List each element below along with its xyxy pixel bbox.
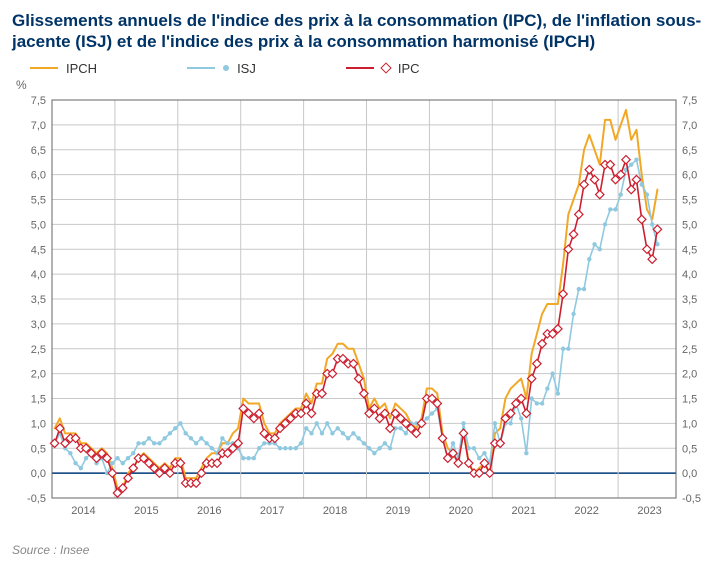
svg-text:5,0: 5,0 xyxy=(682,219,697,231)
legend-label-ipc: IPC xyxy=(398,61,420,76)
legend-swatch-ipch xyxy=(30,67,58,69)
svg-text:2017: 2017 xyxy=(260,505,284,517)
legend-item-ipc: IPC xyxy=(346,61,420,76)
svg-text:3,5: 3,5 xyxy=(682,294,697,306)
y-axis-unit: % xyxy=(16,78,716,92)
svg-text:7,0: 7,0 xyxy=(682,119,697,131)
svg-text:7,5: 7,5 xyxy=(682,95,697,107)
chart-area: -0,5 -0,5 0,0 0,0 0,5 0,5 1,0 1,0 1,5 1,5 2,0 2,0 2,… xyxy=(12,92,716,537)
legend-label-ipch: IPCH xyxy=(66,61,97,76)
svg-text:0,0: 0,0 xyxy=(682,468,697,480)
svg-text:2020: 2020 xyxy=(449,505,473,517)
legend-item-ipch: IPCH xyxy=(30,61,97,76)
legend-marker-ipc xyxy=(380,62,391,73)
svg-text:3,0: 3,0 xyxy=(682,318,697,330)
svg-text:3,5: 3,5 xyxy=(31,294,46,306)
legend-label-isj: ISJ xyxy=(237,61,256,76)
svg-text:2,5: 2,5 xyxy=(682,343,697,355)
svg-text:5,5: 5,5 xyxy=(682,194,697,206)
svg-text:0,5: 0,5 xyxy=(31,443,46,455)
legend-marker-isj xyxy=(223,65,229,71)
legend-swatch-isj xyxy=(187,67,215,69)
svg-text:-0,5: -0,5 xyxy=(682,493,701,505)
svg-text:6,5: 6,5 xyxy=(682,144,697,156)
chart-title: Glissements annuels de l'indice des prix… xyxy=(12,10,716,53)
svg-text:6,0: 6,0 xyxy=(31,169,46,181)
svg-text:2015: 2015 xyxy=(134,505,158,517)
svg-text:1,5: 1,5 xyxy=(682,393,697,405)
svg-text:0,5: 0,5 xyxy=(682,443,697,455)
svg-text:5,0: 5,0 xyxy=(31,219,46,231)
svg-text:2021: 2021 xyxy=(512,505,536,517)
svg-text:2016: 2016 xyxy=(197,505,221,517)
svg-text:4,0: 4,0 xyxy=(682,269,697,281)
svg-text:0,0: 0,0 xyxy=(31,468,46,480)
svg-text:2019: 2019 xyxy=(386,505,410,517)
svg-text:2022: 2022 xyxy=(574,505,598,517)
svg-text:4,5: 4,5 xyxy=(31,244,46,256)
source-label: Source : Insee xyxy=(12,543,716,557)
chart-svg: -0,5 -0,5 0,0 0,0 0,5 0,5 1,0 1,0 1,5 1,5 2,0 2,0 2,… xyxy=(12,92,716,532)
svg-text:2,5: 2,5 xyxy=(31,343,46,355)
svg-text:4,5: 4,5 xyxy=(682,244,697,256)
legend-item-isj: ISJ xyxy=(187,61,256,76)
svg-text:1,0: 1,0 xyxy=(682,418,697,430)
svg-text:2,0: 2,0 xyxy=(682,368,697,380)
svg-text:4,0: 4,0 xyxy=(31,269,46,281)
svg-text:1,5: 1,5 xyxy=(31,393,46,405)
svg-text:2023: 2023 xyxy=(637,505,661,517)
svg-text:5,5: 5,5 xyxy=(31,194,46,206)
svg-text:2018: 2018 xyxy=(323,505,347,517)
svg-text:7,0: 7,0 xyxy=(31,119,46,131)
svg-text:3,0: 3,0 xyxy=(31,318,46,330)
legend-swatch-ipc xyxy=(346,67,374,69)
svg-text:-0,5: -0,5 xyxy=(27,493,46,505)
svg-text:7,5: 7,5 xyxy=(31,95,46,107)
svg-text:2,0: 2,0 xyxy=(31,368,46,380)
legend: IPCH ISJ IPC xyxy=(30,61,716,76)
svg-text:1,0: 1,0 xyxy=(31,418,46,430)
svg-text:2014: 2014 xyxy=(71,505,95,517)
svg-text:6,0: 6,0 xyxy=(682,169,697,181)
svg-text:6,5: 6,5 xyxy=(31,144,46,156)
